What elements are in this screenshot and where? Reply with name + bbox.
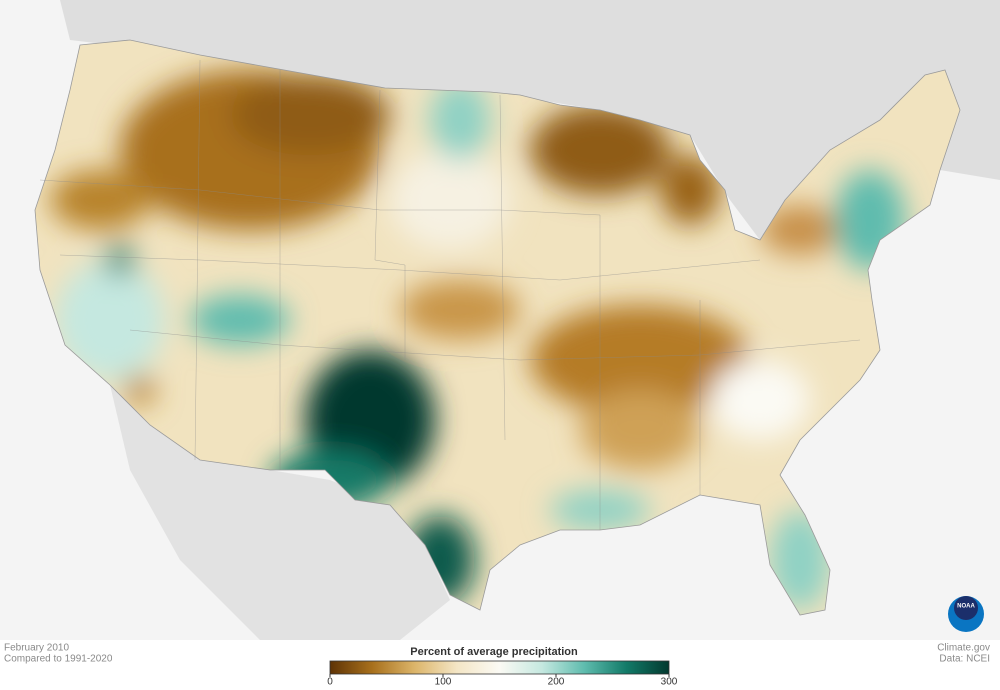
mexico	[110, 385, 450, 640]
colorbar-tick-label: 200	[548, 677, 565, 688]
canada	[60, 0, 1000, 240]
colorbar-tick-label: 0	[327, 677, 333, 688]
colorbar-tick-label: 300	[661, 677, 678, 688]
noaa-logo-top	[954, 596, 978, 620]
logo-text: NOAA	[957, 604, 975, 610]
colorbar-tick-label: 100	[435, 677, 452, 688]
credit: Climate.gov	[937, 643, 990, 654]
state-lines	[39, 59, 861, 530]
source: Data: NCEI	[939, 654, 990, 665]
baseline: Compared to 1991-2020	[4, 654, 113, 665]
colorbar	[329, 660, 670, 675]
date: February 2010	[4, 643, 69, 654]
colorbar-group: 0 100 200 300	[327, 660, 678, 688]
colorbar-title: Percent of average precipitation	[410, 646, 578, 658]
